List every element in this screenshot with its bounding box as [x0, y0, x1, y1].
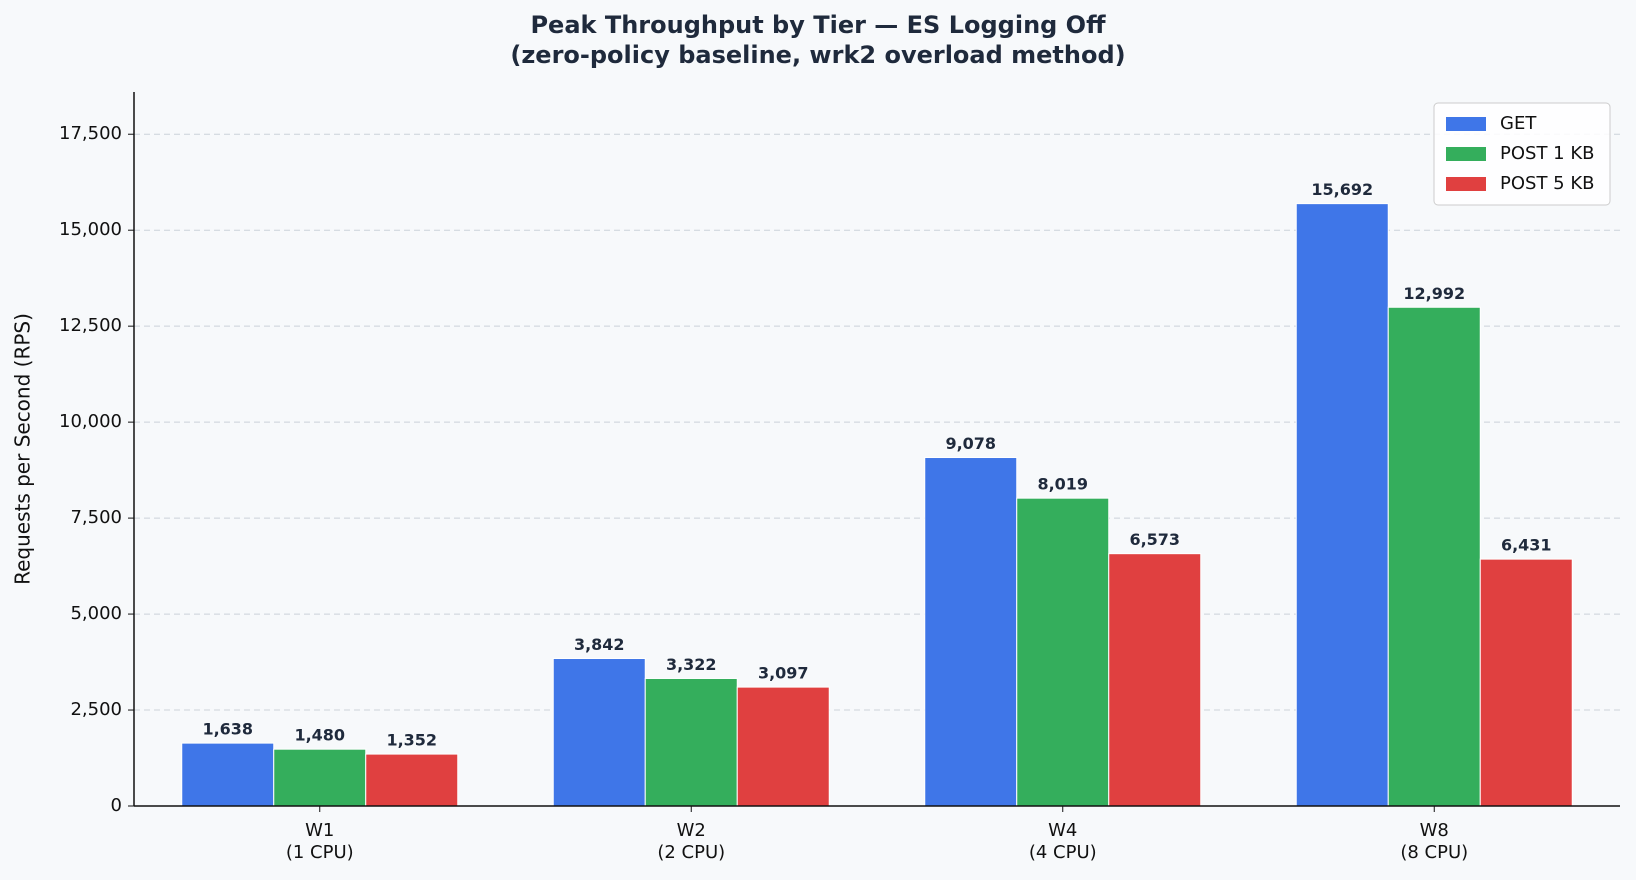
y-axis-label: Requests per Second (RPS)	[11, 313, 35, 585]
x-tick-label: W4 (4 CPU)	[1028, 820, 1097, 863]
bar	[181, 742, 275, 807]
bar	[1479, 558, 1573, 807]
value-label: 9,078	[945, 434, 996, 453]
legend-swatch	[1446, 147, 1486, 161]
value-label: 3,097	[758, 664, 809, 683]
value-label: 1,480	[294, 726, 345, 745]
y-tick-label: 12,500	[59, 315, 122, 336]
bar	[924, 457, 1018, 807]
value-label: 6,573	[1129, 530, 1180, 549]
legend-label: POST 5 KB	[1500, 173, 1595, 194]
value-label: 1,638	[202, 720, 253, 739]
x-tick-label: W2 (2 CPU)	[657, 820, 726, 863]
value-label: 1,352	[386, 731, 437, 750]
legend-swatch	[1446, 117, 1486, 131]
x-tick-label: W8 (8 CPU)	[1400, 820, 1469, 863]
bar	[365, 753, 459, 807]
chart-subtitle: (zero-policy baseline, wrk2 overload met…	[510, 41, 1125, 69]
legend-label: GET	[1500, 113, 1537, 134]
bar	[1387, 306, 1481, 807]
value-label: 15,692	[1311, 180, 1373, 199]
y-tick-label: 17,500	[59, 123, 122, 144]
y-tick-label: 15,000	[59, 219, 122, 240]
y-tick-label: 0	[111, 795, 122, 816]
legend-swatch	[1446, 177, 1486, 191]
chart-title: Peak Throughput by Tier — ES Logging Off	[530, 11, 1106, 39]
value-label: 3,842	[574, 635, 625, 654]
bar	[644, 677, 738, 807]
legend-label: POST 1 KB	[1500, 143, 1595, 164]
y-tick-label: 5,000	[70, 603, 122, 624]
bar	[1108, 553, 1202, 807]
value-label: 3,322	[666, 655, 717, 674]
y-tick-label: 7,500	[70, 507, 122, 528]
x-tick-label: W1 (1 CPU)	[285, 820, 354, 863]
y-tick-label: 10,000	[59, 411, 122, 432]
grid	[134, 133, 1620, 711]
value-label: 8,019	[1037, 475, 1088, 494]
bar	[736, 686, 830, 807]
bar	[1295, 203, 1389, 807]
bar	[1016, 497, 1110, 807]
value-label: 12,992	[1403, 284, 1465, 303]
bar	[273, 748, 367, 807]
value-label: 6,431	[1501, 536, 1552, 555]
bar	[552, 658, 646, 807]
y-tick-label: 2,500	[70, 699, 122, 720]
